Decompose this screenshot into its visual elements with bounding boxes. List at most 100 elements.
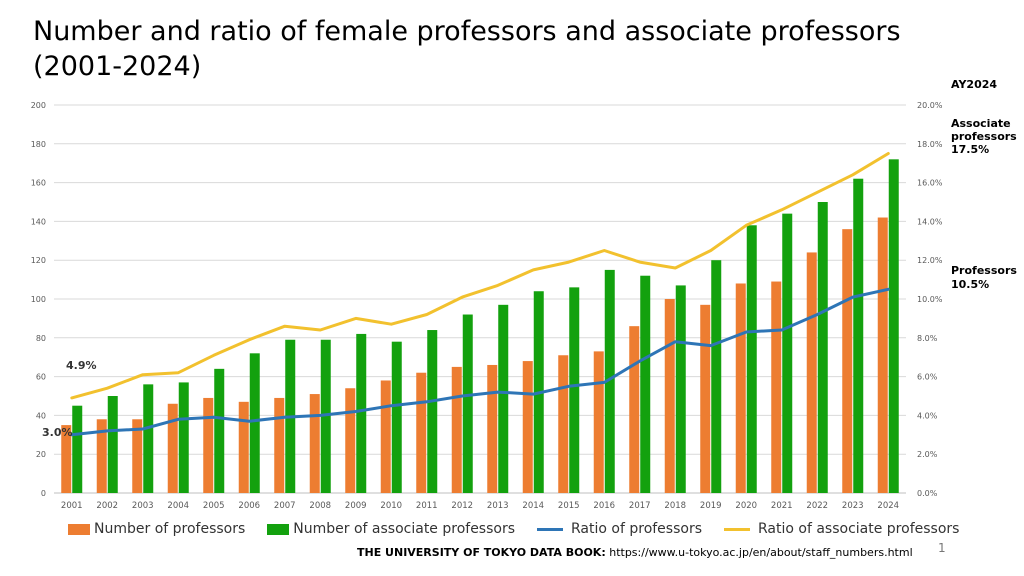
bar-professors: [167, 403, 178, 493]
y-left-tick-label: 20: [36, 450, 46, 459]
x-tick-label: 2011: [416, 501, 438, 511]
y-left-tick-label: 180: [31, 140, 46, 149]
x-tick-label: 2020: [735, 501, 757, 511]
bar-associate-professors: [853, 178, 864, 493]
bar-associate-professors: [711, 260, 722, 493]
legend-swatch-associate-professors: [267, 523, 290, 535]
x-tick-label: 2021: [771, 501, 793, 511]
bar-associate-professors: [249, 353, 260, 493]
bar-professors: [203, 397, 214, 493]
x-tick-label: 2008: [309, 501, 331, 511]
y-left-tick-label: 160: [31, 179, 46, 188]
legend-swatch-ratio-associate-professors: [724, 527, 750, 531]
bar-associate-professors: [888, 159, 899, 493]
bar-professors: [664, 299, 675, 493]
bar-associate-professors: [356, 333, 367, 493]
y-right-tick-label: 2.0%: [917, 450, 938, 459]
legend-label-ratio-associate-professors: Ratio of associate professors: [758, 521, 960, 537]
x-tick-label: 2012: [451, 501, 473, 511]
x-tick-label: 2015: [558, 501, 580, 511]
y-left-tick-label: 60: [36, 373, 46, 382]
bar-associate-professors: [569, 287, 580, 493]
y-right-tick-label: 8.0%: [917, 334, 938, 343]
annotation-prof-label: Professors: [951, 264, 1017, 277]
bar-professors: [61, 425, 72, 493]
bar-associate-professors: [498, 304, 509, 493]
x-tick-label: 2007: [274, 501, 296, 511]
annotation-prof-value: 10.5%: [951, 278, 989, 291]
legend-label-associate-professors: Number of associate professors: [293, 521, 516, 537]
bar-associate-professors: [214, 368, 225, 493]
grid-lines: [54, 104, 906, 494]
bar-associate-professors: [143, 384, 154, 493]
y-left-tick-label: 140: [31, 217, 46, 226]
bar-professors: [380, 380, 391, 493]
bar-professors: [345, 388, 356, 493]
bar-professors: [132, 419, 143, 493]
annotation-assoc-value: 17.5%: [951, 143, 989, 156]
bar-professors: [700, 304, 711, 493]
legend-item-professors: Number of professors: [68, 521, 245, 537]
y-right-tick-label: 0.0%: [917, 489, 938, 498]
x-tick-label: 2001: [61, 501, 83, 511]
x-tick-label: 2006: [238, 501, 260, 511]
x-tick-label: 2003: [132, 501, 154, 511]
y-right-tick-label: 20.0%: [917, 101, 943, 110]
y-right-tick-label: 14.0%: [917, 217, 943, 226]
y-right-tick-label: 12.0%: [917, 256, 943, 265]
legend-label-ratio-professors: Ratio of professors: [571, 521, 702, 537]
y-right-tick-label: 4.0%: [917, 411, 938, 420]
x-tick-label: 2023: [842, 501, 864, 511]
x-tick-label: 2010: [380, 501, 402, 511]
y-left-tick-label: 80: [36, 334, 46, 343]
legend-item-ratio-professors: Ratio of professors: [537, 521, 702, 537]
x-tick-label: 2019: [700, 501, 722, 511]
x-tick-label: 2004: [167, 501, 189, 511]
ratio-lines: [70, 152, 890, 437]
y-left-tick-label: 200: [31, 101, 46, 110]
bar-professors: [842, 229, 853, 493]
annotation-assoc-label-2: professors: [951, 130, 1017, 143]
bar-professors: [522, 361, 533, 493]
legend-item-ratio-associate-professors: Ratio of associate professors: [724, 521, 959, 537]
bar-associate-professors: [320, 339, 331, 493]
y-right-tick-label: 6.0%: [917, 373, 938, 382]
annotation-ay: AY2024: [951, 78, 997, 91]
bar-associate-professors: [782, 213, 793, 493]
y-left-tick-label: 40: [36, 411, 46, 420]
bar-professors: [416, 372, 427, 493]
legend: Number of professors Number of associate…: [68, 519, 981, 539]
bar-professors: [451, 366, 462, 493]
x-tick-label: 2024: [877, 501, 899, 511]
legend-item-associate-professors: Number of associate professors: [267, 521, 515, 537]
x-tick-label: 2013: [487, 501, 509, 511]
bar-professors: [309, 394, 320, 493]
bar-professors: [487, 364, 498, 493]
x-tick-label: 2005: [203, 501, 225, 511]
y-right-tick-label: 16.0%: [917, 179, 943, 188]
bar-professors: [558, 355, 569, 493]
bar-professors: [877, 217, 888, 493]
legend-swatch-professors: [68, 523, 90, 535]
slide-number: 1: [938, 541, 946, 555]
x-tick-label: 2018: [664, 501, 686, 511]
x-tick-label: 2017: [629, 501, 651, 511]
x-tick-label: 2009: [345, 501, 367, 511]
bar-associate-professors: [462, 314, 473, 493]
x-tick-label: 2014: [522, 501, 544, 511]
x-tick-label: 2002: [96, 501, 118, 511]
source-url[interactable]: https://www.u-tokyo.ac.jp/en/about/staff…: [609, 546, 913, 559]
annotation-assoc-label-1: Associate: [951, 117, 1011, 130]
bar-professors: [735, 283, 746, 493]
bar-associate-professors: [604, 269, 615, 493]
bar-associate-professors: [675, 285, 686, 493]
bar-professors: [274, 397, 285, 493]
bar-professors: [96, 419, 107, 493]
bar-associate-professors: [640, 275, 651, 493]
legend-swatch-ratio-professors: [537, 527, 564, 531]
y-left-tick-label: 120: [31, 256, 46, 265]
annotation-start-prof-ratio: 3.0%: [42, 426, 73, 439]
bar-professors: [771, 281, 782, 493]
bar-professors: [238, 401, 249, 493]
